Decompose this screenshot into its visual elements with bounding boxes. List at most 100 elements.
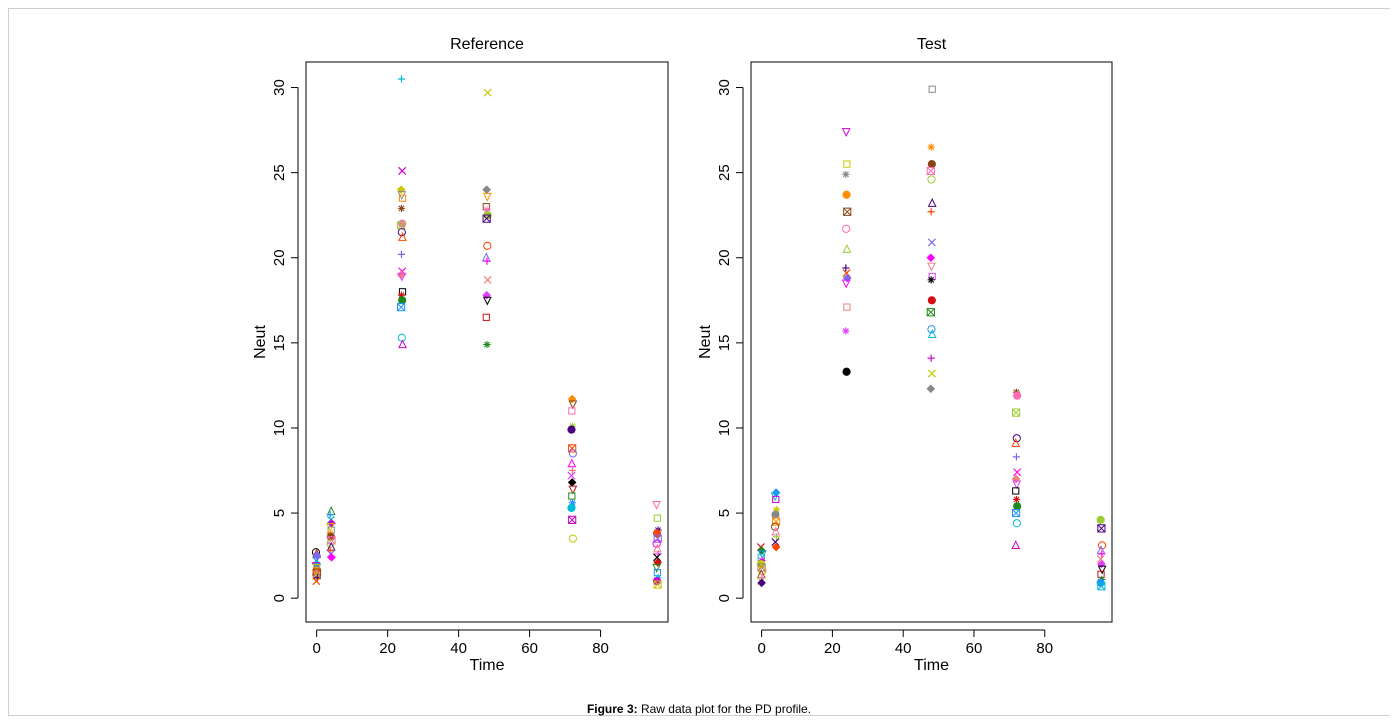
- y-tick-label: 30: [271, 79, 288, 96]
- data-point: [772, 506, 781, 514]
- data-point: [398, 194, 407, 202]
- data-point: [482, 192, 492, 202]
- data-point: [567, 425, 576, 434]
- data-point: [1097, 582, 1106, 591]
- data-point: [1011, 508, 1021, 518]
- x-tick-label: 20: [824, 640, 841, 657]
- y-tick-label: 30: [716, 79, 733, 96]
- x-axis-label: Time: [470, 657, 505, 674]
- data-point: [1012, 480, 1022, 490]
- data-point: [1011, 408, 1021, 417]
- data-point: [312, 577, 321, 586]
- data-point: [842, 367, 851, 376]
- data-point: [568, 400, 578, 410]
- data-point: [652, 553, 662, 562]
- data-point: [398, 339, 407, 349]
- data-point: [927, 296, 936, 305]
- data-point: [568, 485, 578, 495]
- chart-panel-reference: Reference 0 20 40 60 80 Time 0 5 10 15 20 25 30 Neut: [252, 36, 669, 674]
- x-tick-label: 40: [450, 640, 467, 657]
- data-point: [927, 329, 937, 338]
- data-point: [927, 354, 935, 362]
- data-point: [397, 221, 406, 230]
- data-point: [1097, 565, 1107, 575]
- data-point: [397, 75, 406, 83]
- data-point: [397, 333, 406, 342]
- data-point: [1013, 502, 1022, 511]
- figure-caption: Figure 3: Raw data plot for the PD profi…: [0, 702, 1398, 716]
- data-point: [842, 190, 851, 199]
- data-point: [312, 570, 322, 580]
- data-point: [652, 563, 662, 573]
- x-tick-label: 40: [895, 640, 912, 657]
- data-point: [481, 252, 491, 262]
- y-tick-label: 10: [271, 420, 288, 437]
- data-point: [842, 244, 852, 253]
- data-point: [927, 325, 936, 334]
- data-point: [483, 241, 492, 250]
- x-tick-label: 80: [1036, 640, 1053, 657]
- data-point: [770, 522, 780, 531]
- chart-title: Test: [917, 36, 947, 53]
- data-point: [652, 539, 661, 548]
- data-point: [482, 214, 491, 223]
- data-point: [567, 503, 576, 513]
- data-point: [842, 264, 850, 272]
- data-point: [1011, 474, 1021, 484]
- y-tick-label: 5: [271, 509, 288, 517]
- x-tick-label: 20: [379, 640, 396, 657]
- data-point: [927, 208, 935, 216]
- data-point: [1097, 570, 1105, 578]
- data-point: [398, 166, 407, 175]
- data-point: [1096, 554, 1105, 564]
- data-point: [653, 534, 662, 543]
- data-point: [772, 517, 781, 526]
- data-point: [326, 511, 334, 519]
- data-point: [1011, 540, 1021, 550]
- data-point: [397, 272, 407, 282]
- y-tick-label: 20: [271, 249, 288, 266]
- data-point: [483, 206, 491, 214]
- chart-title: Reference: [450, 36, 524, 53]
- chart-panel-test: Test 0 20 40 60 80 Time 0 5 10 15 20 25 30 Neut: [697, 36, 1113, 674]
- data-point: [927, 160, 936, 169]
- data-point: [482, 313, 490, 321]
- data-point: [398, 296, 407, 305]
- data-point: [482, 296, 492, 306]
- data-point: [927, 262, 936, 272]
- data-point: [841, 128, 851, 138]
- x-tick-label: 60: [966, 640, 983, 657]
- data-point: [841, 279, 851, 289]
- data-point: [1096, 545, 1106, 555]
- data-point: [483, 257, 491, 265]
- y-tick-label: 15: [716, 335, 733, 352]
- data-point: [927, 238, 936, 247]
- data-point: [327, 553, 336, 562]
- data-point: [652, 500, 662, 510]
- data-point: [928, 85, 936, 93]
- data-point: [1011, 438, 1021, 447]
- data-point: [567, 478, 577, 487]
- data-point: [568, 449, 577, 458]
- data-point: [842, 224, 851, 233]
- data-point: [771, 537, 780, 547]
- data-point: [398, 232, 407, 241]
- data-point: [842, 170, 850, 178]
- data-point: [1098, 550, 1106, 558]
- data-point: [312, 551, 322, 560]
- data-point: [1012, 487, 1020, 495]
- plot-box: [750, 61, 1113, 623]
- data-point: [397, 228, 406, 237]
- data-point: [926, 166, 935, 176]
- x-tick-label: 60: [521, 640, 538, 657]
- data-point: [397, 204, 406, 212]
- plot-box: [305, 61, 669, 623]
- data-point: [483, 340, 491, 349]
- data-point: [568, 492, 576, 500]
- data-point: [482, 290, 491, 300]
- data-point: [926, 384, 936, 394]
- data-point: [567, 471, 576, 480]
- data-point: [568, 466, 577, 475]
- data-point: [482, 185, 491, 194]
